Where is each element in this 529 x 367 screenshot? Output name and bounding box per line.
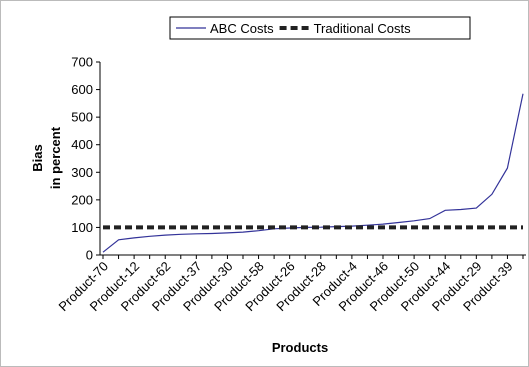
y-tick-label: 200	[71, 192, 93, 207]
y-tick-label: 500	[71, 110, 93, 125]
y-tick-label: 300	[71, 165, 93, 180]
y-tick-label: 700	[71, 55, 93, 70]
y-axis-label: in percent	[48, 126, 63, 189]
y-tick-label: 400	[71, 137, 93, 152]
y-tick-label: 0	[86, 248, 93, 263]
y-tick-label: 100	[71, 220, 93, 235]
x-axis-label: Products	[272, 340, 328, 355]
legend-label: Traditional Costs	[314, 21, 412, 36]
y-tick-label: 600	[71, 82, 93, 97]
legend-label: ABC Costs	[210, 21, 274, 36]
y-axis-label: Bias	[30, 144, 45, 171]
legend-box	[169, 16, 471, 40]
